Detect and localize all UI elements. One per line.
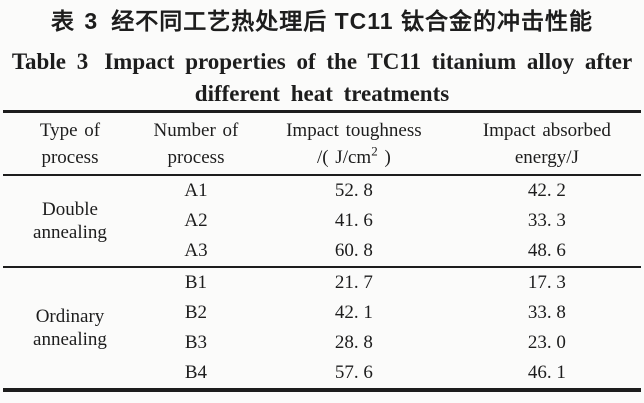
table-row: B3 28. 8 23. 0 <box>3 328 641 358</box>
col-header-number-of-process: Number of process <box>137 112 255 176</box>
cell-impact-toughness: 52. 8 <box>334 180 373 201</box>
table-row: Double annealing A1 52. 8 42. 2 <box>3 175 641 243</box>
cell-process-number: A1 <box>184 180 208 201</box>
col-header-impact-toughness: Impact toughness /( J/cm2 ) <box>255 112 453 176</box>
group-ordinary-annealing: Ordinary annealing B1 21. 7 17. 3 B2 42.… <box>3 267 641 390</box>
header-line: Impact toughness <box>286 119 422 141</box>
group-label-ordinary-annealing: Ordinary annealing <box>33 306 107 350</box>
header-line: process <box>41 146 99 168</box>
table-caption-en-line1: Table 3 Impact properties of the TC11 tit… <box>0 47 644 77</box>
table-caption-zh-label: 表 3 <box>51 8 100 34</box>
cell-impact-toughness: 41. 6 <box>334 210 373 231</box>
cell-impact-energy: 48. 6 <box>527 240 566 261</box>
cell-process-number: B4 <box>184 362 208 383</box>
cell-process-number: A2 <box>184 210 208 231</box>
cell-impact-energy: 46. 1 <box>527 362 566 383</box>
table-row: A2 41. 6 33. 3 <box>3 206 641 236</box>
cell-impact-toughness: 57. 6 <box>334 362 373 383</box>
table-row: A3 60. 8 48. 6 <box>3 236 641 267</box>
group-double-annealing: Double annealing A1 52. 8 42. 2 A2 41. 6… <box>3 175 641 267</box>
cell-process-number: A3 <box>184 240 208 261</box>
cell-impact-toughness: 21. 7 <box>334 272 373 293</box>
cell-impact-energy: 33. 3 <box>527 210 566 231</box>
unit-suffix: ) <box>377 146 391 168</box>
cell-process-number: B3 <box>184 332 208 353</box>
cell-process-number: B1 <box>184 272 208 293</box>
impact-properties-table: Type of process Number of process Impact… <box>3 110 641 392</box>
cell-impact-toughness: 28. 8 <box>334 332 373 353</box>
cell-impact-toughness: 42. 1 <box>334 302 373 323</box>
table-row: B2 42. 1 33. 8 <box>3 298 641 328</box>
table-caption-zh-text: 经不同工艺热处理后 TC11 钛合金的冲击性能 <box>111 8 593 34</box>
header-line: Impact absorbed <box>482 119 611 141</box>
header-line: energy/J <box>514 146 579 168</box>
header-unit-line: /( J/cm2 ) <box>255 144 453 171</box>
cell-impact-energy: 17. 3 <box>527 272 566 293</box>
header-line: Type of <box>39 119 101 141</box>
table-row: Ordinary annealing B1 21. 7 17. 3 <box>3 267 641 350</box>
header-line: process <box>167 146 225 168</box>
table-header: Type of process Number of process Impact… <box>3 112 641 176</box>
col-header-type-of-process: Type of process <box>3 112 137 176</box>
cell-impact-energy: 33. 8 <box>527 302 566 323</box>
table-caption-en-line2: different heat treatments <box>194 81 450 106</box>
group-label-double-annealing: Double annealing <box>33 199 107 243</box>
table-row: B4 57. 6 46. 1 <box>3 358 641 390</box>
unit-superscript: 2 <box>371 143 378 159</box>
header-row: Type of process Number of process Impact… <box>3 112 641 176</box>
cell-impact-toughness: 60. 8 <box>334 240 373 261</box>
table-caption-en-label: Table 3 <box>11 49 89 74</box>
col-header-impact-absorbed-energy: Impact absorbed energy/J <box>453 112 641 176</box>
unit-prefix: /( J/cm <box>316 146 372 168</box>
header-line: Number of <box>153 119 239 141</box>
table-caption-zh: 表 3 经不同工艺热处理后 TC11 钛合金的冲击性能 <box>0 7 644 35</box>
cell-impact-energy: 42. 2 <box>527 180 566 201</box>
cell-impact-energy: 23. 0 <box>527 332 566 353</box>
cell-process-number: B2 <box>184 302 208 323</box>
table-caption-en-text: Impact properties of the TC11 titanium a… <box>104 49 633 74</box>
